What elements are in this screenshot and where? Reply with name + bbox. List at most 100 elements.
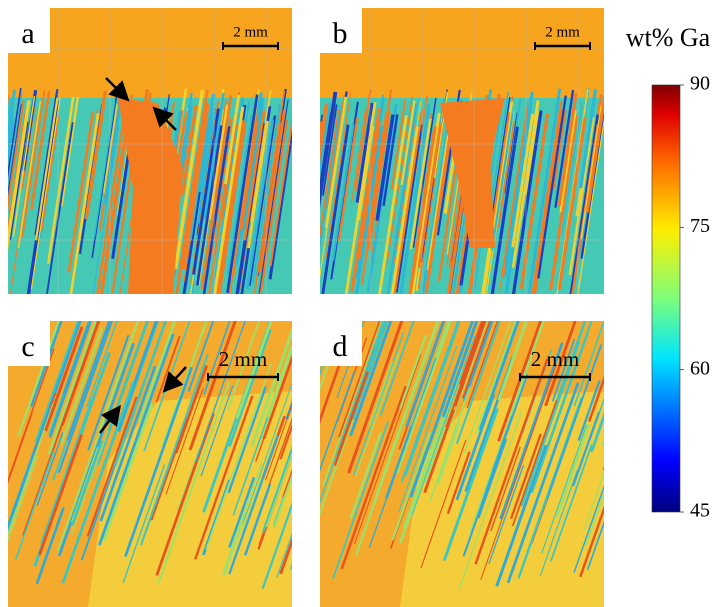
dendrite xyxy=(367,111,391,251)
dendrite xyxy=(26,403,54,477)
panel-label: d xyxy=(333,330,348,363)
dendrite xyxy=(71,430,109,535)
colorbar xyxy=(651,84,681,513)
dendrite xyxy=(304,122,318,218)
dendrite xyxy=(355,102,374,203)
dendrite xyxy=(455,321,501,444)
dendrite xyxy=(360,89,393,285)
dendrite xyxy=(442,408,499,562)
dendrite xyxy=(265,403,292,481)
dendrite xyxy=(463,321,512,454)
dendrite xyxy=(584,491,604,547)
dendrite xyxy=(202,126,231,294)
dendrite xyxy=(30,90,51,210)
dendrite xyxy=(9,115,38,294)
dendrite xyxy=(375,114,395,221)
dendrite xyxy=(103,104,118,194)
dendrite xyxy=(232,413,270,516)
dendrite xyxy=(180,104,198,196)
panel-image xyxy=(8,321,292,607)
label-box xyxy=(8,321,50,366)
dendrite xyxy=(30,321,63,408)
dendrite xyxy=(240,120,259,230)
dendrite xyxy=(499,342,564,520)
dendrite xyxy=(399,334,428,409)
dendrite xyxy=(573,484,604,573)
dendrite xyxy=(86,101,106,210)
dendrite xyxy=(557,92,578,207)
dendrite xyxy=(235,321,273,419)
dendrite xyxy=(149,416,189,521)
dendrite xyxy=(62,323,89,395)
dendrite xyxy=(189,118,210,241)
dendrite xyxy=(462,321,494,402)
dendrite xyxy=(86,396,138,537)
dendrite xyxy=(34,89,59,236)
arrow xyxy=(162,366,187,393)
dendrite xyxy=(40,114,60,230)
dendrite xyxy=(96,321,150,465)
arrow xyxy=(105,77,130,102)
dendrite xyxy=(320,121,323,136)
dendrite xyxy=(276,532,292,579)
dendrite xyxy=(48,321,93,439)
dendrite xyxy=(228,476,256,548)
dendrite xyxy=(349,321,393,437)
colorbar-ticks: 90 75 60 45 xyxy=(680,73,710,522)
dendrite xyxy=(561,102,583,236)
dendrite xyxy=(258,99,289,294)
dendrite xyxy=(573,321,604,407)
dendrite xyxy=(66,321,111,441)
dendrite xyxy=(436,421,461,485)
panel: c 2 mm xyxy=(8,321,292,607)
scale-bar-label: 2 mm xyxy=(545,24,580,40)
dendrite xyxy=(8,100,31,251)
dendrite xyxy=(585,95,604,213)
dendrite xyxy=(462,373,529,557)
dendrite xyxy=(338,321,381,438)
dendrite xyxy=(579,89,598,189)
dendrite xyxy=(475,321,518,434)
dendrite xyxy=(497,321,529,401)
dendrite xyxy=(294,97,316,241)
dendrite xyxy=(165,388,204,495)
dendrite xyxy=(506,382,580,584)
dendrite xyxy=(98,333,175,546)
dendrite xyxy=(195,321,246,462)
dendrite xyxy=(259,119,288,293)
dendrite xyxy=(329,92,352,230)
dendrite xyxy=(378,115,408,294)
dendrite xyxy=(393,109,424,294)
dendrite xyxy=(194,395,254,560)
dendrite xyxy=(489,112,514,251)
dendrite xyxy=(326,94,345,209)
dendrite xyxy=(177,447,200,511)
dendrite xyxy=(481,101,514,294)
dendrite xyxy=(390,126,420,294)
dendrite xyxy=(244,103,264,217)
dendrite xyxy=(333,371,369,466)
dendrite xyxy=(417,124,442,269)
dendrite xyxy=(320,371,355,472)
dendrite xyxy=(138,321,177,424)
dendrite xyxy=(400,321,459,483)
panel: b 2 mm xyxy=(294,8,604,294)
dendrite xyxy=(322,104,338,196)
dendrite xyxy=(196,125,223,286)
dendrite xyxy=(355,400,412,556)
dendrite xyxy=(243,110,266,240)
dendrite xyxy=(421,121,451,294)
dendrite xyxy=(201,479,231,556)
dendrite xyxy=(60,328,103,445)
dendrite xyxy=(228,434,280,575)
dendrite xyxy=(580,105,603,240)
dendrite xyxy=(321,124,350,294)
dendrite xyxy=(262,354,292,440)
dendrite xyxy=(8,100,25,211)
dendrite xyxy=(92,124,120,294)
arrow xyxy=(99,405,121,434)
dendrite xyxy=(8,455,39,543)
dendrite xyxy=(423,409,455,494)
dendrite xyxy=(511,110,543,294)
dendrite xyxy=(386,103,418,294)
